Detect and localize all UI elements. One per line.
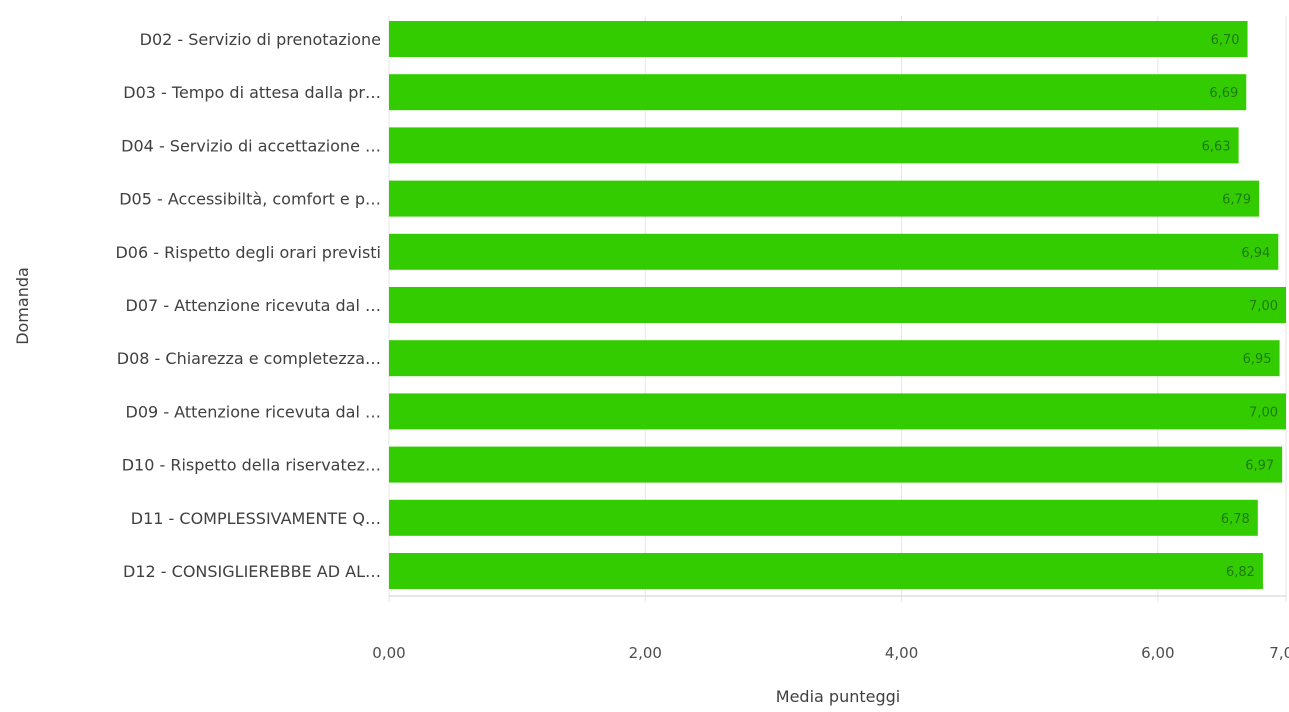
x-tick-label: 6,00: [1141, 644, 1174, 662]
bar-data-label: 6,94: [1241, 246, 1270, 261]
bar-data-label: 6,95: [1243, 352, 1272, 367]
category-label: D04 - Servizio di accettazione …: [121, 136, 381, 155]
axis-layer: 0,00 2,00 4,00 6,00 7,00: [372, 596, 1289, 662]
bar[interactable]: [389, 500, 1258, 536]
bar-data-label: 6,82: [1226, 565, 1255, 580]
bar-data-label: 7,00: [1249, 299, 1278, 314]
category-label: D08 - Chiarezza e completezza…: [117, 349, 381, 368]
bar-data-label: 7,00: [1249, 405, 1278, 420]
bar-layer: [389, 21, 1286, 589]
x-tick-label: 0,00: [372, 644, 405, 662]
bar-data-label: 6,79: [1222, 193, 1251, 208]
bar[interactable]: [389, 181, 1259, 217]
category-label: D12 - CONSIGLIEREBBE AD AL…: [123, 562, 381, 581]
bar[interactable]: [389, 287, 1286, 323]
category-label: D03 - Tempo di attesa dalla pr…: [123, 83, 381, 102]
bar[interactable]: [389, 553, 1263, 589]
bar[interactable]: [389, 74, 1246, 110]
bar[interactable]: [389, 340, 1280, 376]
bar[interactable]: [389, 21, 1248, 57]
bar-data-label: 6,70: [1211, 33, 1240, 48]
y-axis-title: Domanda: [13, 267, 32, 345]
category-label: D10 - Rispetto della riservatez…: [122, 456, 381, 475]
category-label: D06 - Rispetto degli orari previsti: [115, 243, 381, 262]
bar[interactable]: [389, 234, 1278, 270]
category-label: D05 - Accessibiltà, comfort e p…: [119, 190, 381, 209]
x-tick-label: 2,00: [629, 644, 662, 662]
bar-data-label: 6,69: [1209, 86, 1238, 101]
x-tick-label: 7,00: [1269, 644, 1289, 662]
bar[interactable]: [389, 447, 1282, 483]
bar[interactable]: [389, 127, 1239, 163]
bar-data-label: 6,97: [1245, 459, 1274, 474]
x-axis-title: Media punteggi: [776, 687, 900, 706]
category-label: D09 - Attenzione ricevuta dal …: [126, 402, 381, 421]
bar-data-label: 6,78: [1221, 512, 1250, 527]
category-label: D07 - Attenzione ricevuta dal …: [126, 296, 381, 315]
bar-data-label: 6,63: [1202, 139, 1231, 154]
x-tick-label: 4,00: [885, 644, 918, 662]
category-label: D02 - Servizio di prenotazione: [140, 30, 381, 49]
bar[interactable]: [389, 393, 1286, 429]
category-label: D11 - COMPLESSIVAMENTE Q…: [131, 509, 381, 528]
